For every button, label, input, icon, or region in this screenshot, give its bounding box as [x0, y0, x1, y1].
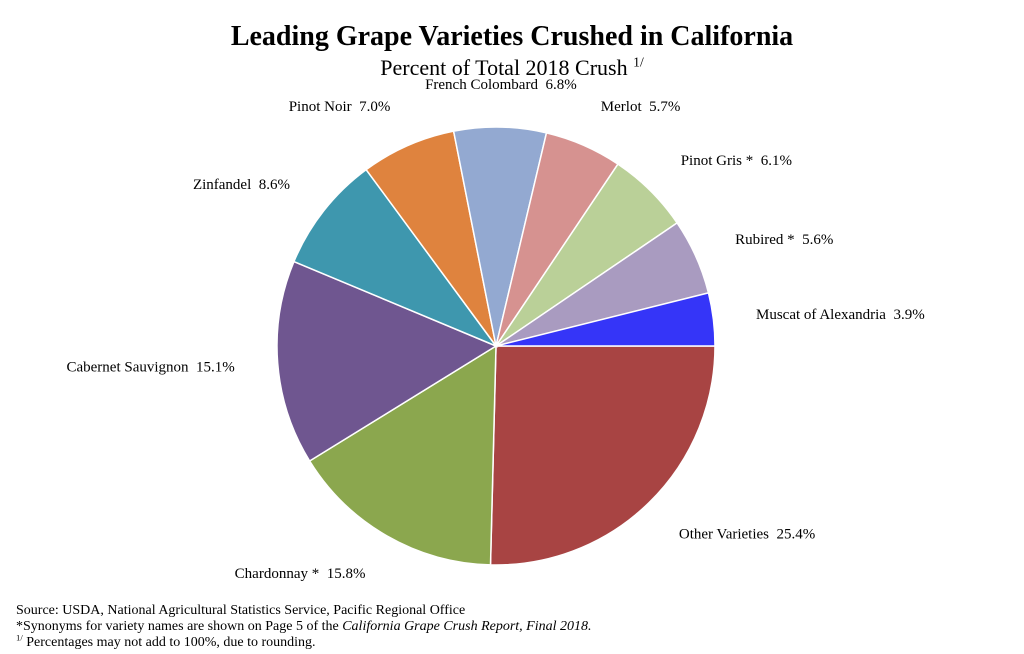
slice-label-value: 3.9% — [886, 307, 925, 323]
slice-label-value: 25.4% — [769, 527, 815, 543]
slice-label-rubired: Rubired * 5.6% — [735, 232, 833, 248]
chart-subtitle-text: Percent of Total 2018 Crush — [380, 55, 628, 80]
slice-label-chardonnay: Chardonnay * 15.8% — [235, 566, 366, 582]
subtitle-footnote-marker: 1/ — [633, 54, 644, 70]
slice-label-value: 15.8% — [319, 566, 365, 582]
slice-label-name: Pinot Gris * — [681, 153, 754, 169]
slice-label-merlot: Merlot 5.7% — [601, 99, 681, 115]
slice-label-name: Cabernet Sauvignon — [66, 360, 189, 376]
slice-label-name: French Colombard — [425, 77, 538, 93]
slice-label-name: Zinfandel — [193, 177, 251, 193]
rounding-note-text: Percentages may not add to 100%, due to … — [22, 635, 316, 650]
synonyms-note: *Synonyms for variety names are shown on… — [16, 619, 592, 635]
pie-slice-other-varieties — [489, 345, 716, 566]
slice-label-other-varieties: Other Varieties 25.4% — [679, 527, 815, 543]
slice-label-cabernet-sauvignon: Cabernet Sauvignon 15.1% — [66, 360, 234, 376]
slice-label-french-colombard: French Colombard 6.8% — [425, 77, 577, 93]
pie-slice-chardonnay — [308, 344, 497, 566]
slice-label-zinfandel: Zinfandel 8.6% — [193, 177, 290, 193]
slice-label-value: 6.1% — [753, 153, 792, 169]
synonyms-note-text: *Synonyms for variety names are shown on… — [16, 619, 343, 634]
pie-slice-cabernet-sauvignon — [276, 260, 498, 463]
rounding-footnote-marker: 1/ — [16, 632, 23, 643]
slice-label-name: Rubired * — [735, 232, 795, 248]
slice-label-pinot-gris: Pinot Gris * 6.1% — [681, 153, 792, 169]
pie-slice-muscat-of-alexandria — [495, 291, 716, 347]
slice-label-value: 5.6% — [795, 232, 834, 248]
slice-label-name: Other Varieties — [679, 527, 769, 543]
slice-label-muscat-of-alexandria: Muscat of Alexandria 3.9% — [756, 307, 925, 323]
slice-label-pinot-noir: Pinot Noir 7.0% — [289, 99, 391, 115]
chart-title: Leading Grape Varieties Crushed in Calif… — [230, 21, 794, 52]
slice-label-value: 6.8% — [538, 77, 577, 93]
footnotes: Source: USDA, National Agricultural Stat… — [16, 603, 592, 651]
slice-label-value: 8.6% — [251, 177, 290, 193]
chart-subtitle: Percent of Total 2018 Crush 1/ — [0, 54, 1024, 82]
rounding-note: 1/ Percentages may not add to 100%, due … — [16, 632, 592, 651]
source-note: Source: USDA, National Agricultural Stat… — [16, 603, 466, 618]
slice-label-name: Merlot — [601, 99, 643, 115]
report-title: California Grape Crush Report, Final 201… — [342, 619, 592, 634]
slice-label-name: Muscat of Alexandria — [756, 307, 886, 323]
slice-label-name: Pinot Noir — [289, 99, 352, 115]
slice-label-value: 15.1% — [189, 360, 235, 376]
slice-label-name: Chardonnay * — [235, 566, 320, 582]
slice-label-value: 7.0% — [352, 99, 391, 115]
pie-slice-zinfandel — [292, 168, 499, 348]
slice-label-value: 5.7% — [642, 99, 681, 115]
